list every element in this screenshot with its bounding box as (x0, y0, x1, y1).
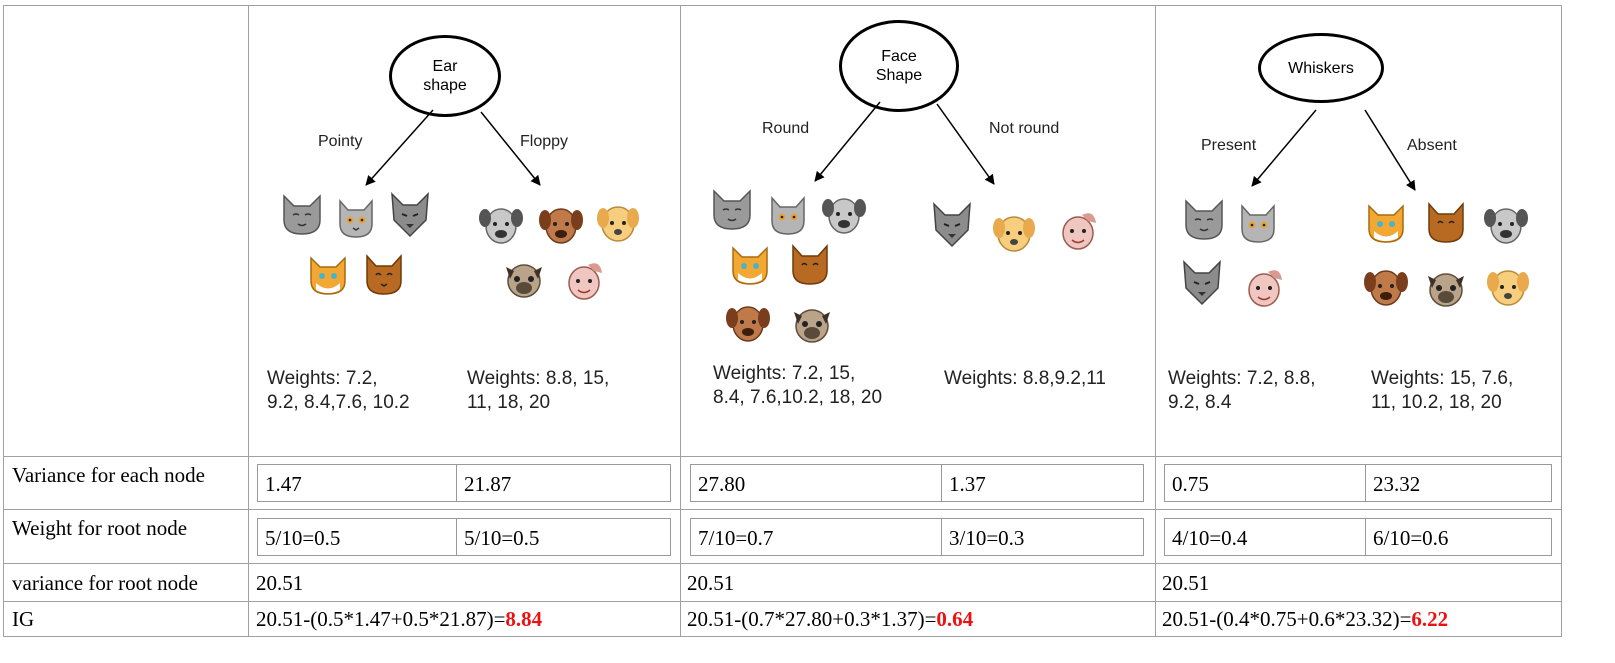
weight-absent: 6/10=0.6 (1373, 526, 1449, 550)
wolf-cat-icon (1183, 260, 1221, 306)
pug-dog-icon (1428, 273, 1464, 307)
pink-dog-icon (568, 263, 602, 300)
weight-round: 7/10=0.7 (698, 526, 774, 550)
ig-value-whiskers: 6.22 (1411, 607, 1449, 631)
weight-cells-face-shape: 7/10=0.7 3/10=0.3 (690, 518, 1144, 556)
orange-cat-icon (310, 256, 346, 295)
variance-cells-ear-shape: 1.47 21.87 (257, 464, 671, 502)
weight-cells-whiskers: 4/10=0.4 6/10=0.6 (1164, 518, 1552, 556)
variance-cells-whiskers: 0.75 23.32 (1164, 464, 1552, 502)
variance-absent: 23.32 (1373, 472, 1421, 496)
row-label-weight: Weight for root node (12, 516, 188, 540)
ig-value-ear-shape: 8.84 (505, 607, 543, 631)
root-variance-ear-shape: 20.51 (256, 571, 304, 595)
weights-round: Weights: 7.2, 15, 8.4, 7.6,10.2, 18, 20 (713, 363, 883, 408)
tabby-cat-icon (339, 199, 373, 238)
gray-cat-icon (713, 189, 751, 230)
ig-whiskers: 20.51-(0.4*0.75+0.6*23.32)=6.22 (1162, 607, 1449, 631)
weights-pointy: Weights: 7.2, 9.2, 8.4,7.6, 10.2 (267, 368, 410, 413)
weight-cells-ear-shape: 5/10=0.5 5/10=0.5 (257, 518, 671, 556)
root-variance-face-shape: 20.51 (687, 571, 735, 595)
brown-cat-icon (1428, 202, 1464, 243)
branch-label-round: Round (762, 120, 810, 137)
root-node-whiskers: Whiskers (1258, 33, 1384, 103)
weight-present: 4/10=0.4 (1172, 526, 1248, 550)
weight-pointy: 5/10=0.5 (265, 526, 341, 550)
orange-cat-icon (732, 246, 768, 285)
branch-label-floppy: Floppy (520, 133, 569, 150)
weights-not-round: Weights: 8.8,9.2,11 (944, 368, 1106, 389)
weight-not-round: 3/10=0.3 (949, 526, 1025, 550)
root-node-ear-shape: Ear shape (389, 35, 501, 117)
weights-floppy: Weights: 8.8, 15, 11, 18, 20 (467, 368, 610, 413)
row-label-variance: Variance for each node (12, 463, 205, 487)
brown-dog-icon (1364, 270, 1408, 306)
variance-present: 0.75 (1172, 472, 1209, 496)
pug-dog-icon (794, 309, 830, 343)
gray-cat-icon (283, 194, 321, 235)
variance-round: 27.80 (698, 472, 746, 496)
ig-value-face-shape: 0.64 (936, 607, 974, 631)
row-label-root-variance: variance for root node (12, 571, 198, 595)
wolf-cat-icon (391, 192, 429, 238)
orange-cat-icon (1368, 204, 1404, 243)
weights-absent: Weights: 15, 7.6, 11, 10.2, 18, 20 (1371, 368, 1514, 413)
row-label-ig: IG (12, 607, 35, 631)
root-variance-whiskers: 20.51 (1162, 571, 1210, 595)
yellow-dog-icon (993, 216, 1035, 252)
ig-ear-shape: 20.51-(0.5*1.47+0.5*21.87)=8.84 (256, 607, 543, 631)
brown-cat-icon (792, 244, 828, 285)
gray-dog-icon (479, 208, 523, 244)
variance-floppy: 21.87 (464, 472, 512, 496)
yellow-dog-icon (1487, 270, 1529, 306)
gray-dog-icon (822, 198, 866, 234)
branch-label-not-round: Not round (989, 120, 1060, 137)
tabby-cat-icon (1241, 204, 1275, 243)
pug-dog-icon (506, 264, 542, 298)
brown-cat-icon (366, 254, 402, 295)
yellow-dog-icon (597, 206, 639, 242)
gray-cat-icon (1185, 199, 1223, 240)
branch-label-absent: Absent (1407, 137, 1457, 154)
variance-not-round: 1.37 (949, 472, 986, 496)
root-node-face-shape: Face Shape (839, 20, 959, 112)
pink-dog-icon (1248, 270, 1282, 307)
branch-label-present: Present (1201, 137, 1257, 154)
ig-face-shape: 20.51-(0.7*27.80+0.3*1.37)=0.64 (687, 607, 974, 631)
weights-present: Weights: 7.2, 8.8, 9.2, 8.4 (1168, 368, 1316, 413)
brown-dog-icon (726, 306, 770, 342)
branch-label-pointy: Pointy (318, 133, 363, 150)
variance-pointy: 1.47 (265, 472, 302, 496)
wolf-cat-icon (933, 202, 971, 248)
variance-cells-face-shape: 27.80 1.37 (690, 464, 1144, 502)
brown-dog-icon (539, 208, 583, 244)
gray-dog-icon (1484, 208, 1528, 244)
weight-floppy: 5/10=0.5 (464, 526, 540, 550)
pink-dog-icon (1062, 213, 1096, 250)
tabby-cat-icon (771, 196, 805, 235)
